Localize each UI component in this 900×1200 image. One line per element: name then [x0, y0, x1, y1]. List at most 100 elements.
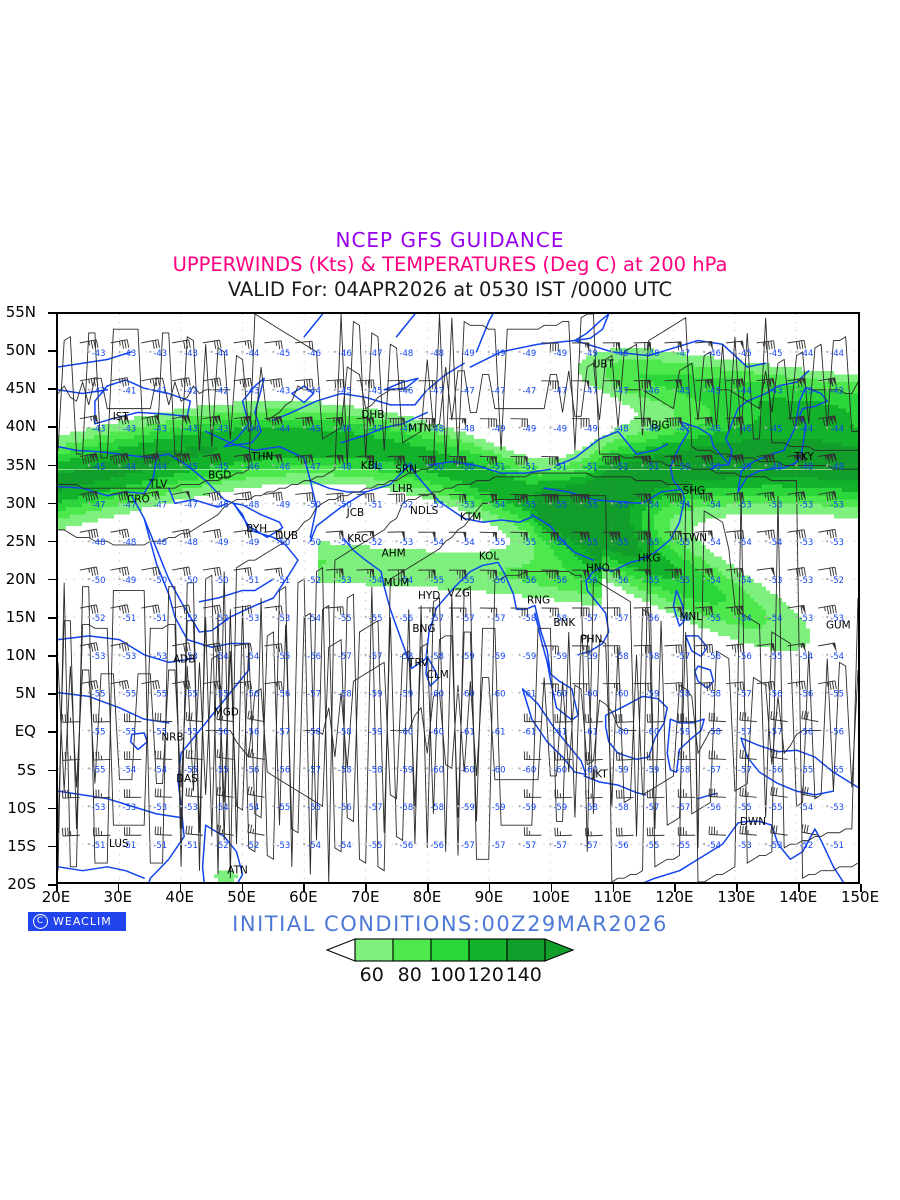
- wind-barb: [801, 786, 819, 798]
- page-title-line3: VALID For: 04APR2026 at 0530 IST /0000 U…: [227, 278, 673, 301]
- temperature-value: -54: [246, 651, 260, 661]
- wind-barb: [818, 490, 837, 502]
- temperature-value: -57: [646, 802, 660, 812]
- wind-barb: [79, 452, 99, 465]
- wind-barb: [677, 827, 696, 836]
- wind-barb: [233, 415, 252, 426]
- temperature-value: -53: [830, 613, 844, 623]
- x-axis-label: 90E: [474, 888, 504, 906]
- temperature-value: -55: [369, 613, 383, 623]
- y-axis-label: 50N: [5, 341, 36, 360]
- temperature-value: -59: [522, 651, 536, 661]
- wind-barb: [264, 529, 283, 539]
- wind-barb: [541, 683, 559, 693]
- colorbar-low-arrow: [325, 938, 356, 962]
- wind-barb: [523, 827, 542, 836]
- wind-barb: [633, 417, 652, 427]
- temperature-value: -54: [215, 651, 229, 661]
- wind-barb: [247, 824, 265, 836]
- wind-barb: [585, 714, 603, 723]
- map-canvas: -51 -51 -51 -51 -52 -52 -53 -54 -54 -55 -56 -56 -57 -…: [58, 314, 858, 882]
- station-label: KRC: [347, 533, 368, 545]
- temperature-value: -46: [338, 348, 352, 358]
- wind-barb: [479, 607, 498, 617]
- temperature-value: -59: [461, 802, 475, 812]
- temperature-value: -55: [276, 802, 290, 812]
- wind-barb: [695, 378, 713, 389]
- temperature-value: -57: [430, 613, 444, 623]
- y-axis-label: 40N: [5, 417, 36, 436]
- temperature-value: -46: [707, 424, 721, 434]
- temperature-value: -47: [399, 424, 413, 434]
- wind-barb: [787, 491, 806, 501]
- station-label: DAS: [176, 773, 198, 785]
- wind-barb: [633, 493, 652, 503]
- y-axis-label: 5S: [16, 760, 36, 779]
- wind-barb: [602, 531, 621, 541]
- temperature-value: -47: [153, 499, 167, 509]
- temperature-value: -57: [676, 651, 690, 661]
- wind-barb: [110, 490, 130, 501]
- temperature-value: -56: [615, 575, 629, 585]
- wind-barb: [787, 377, 806, 388]
- wind-barb: [202, 491, 222, 501]
- temperature-value: -44: [799, 348, 813, 358]
- wind-barb: [646, 827, 665, 837]
- wind-barb: [695, 606, 713, 616]
- coastlines-and-borders: [58, 314, 858, 882]
- station-label: HNO: [586, 562, 610, 574]
- temperature-value: -55: [584, 537, 598, 547]
- x-axis-label: 20E: [41, 888, 71, 906]
- temperature-value: -44: [830, 424, 844, 434]
- x-axis-label: 80E: [412, 888, 442, 906]
- wind-barb: [92, 751, 111, 761]
- wind-barb: [677, 751, 696, 760]
- temperature-value: -55: [799, 764, 813, 774]
- temperature-value: -43: [215, 424, 229, 434]
- wind-barb: [79, 604, 99, 614]
- temperature-value: -47: [307, 461, 321, 471]
- wind-barb: [123, 827, 142, 836]
- temperature-value: -45: [338, 386, 352, 396]
- temperature-value: -56: [738, 651, 752, 661]
- temperature-value: -49: [492, 424, 506, 434]
- wind-barb: [615, 789, 634, 799]
- map-plot-area[interactable]: -51 -51 -51 -51 -52 -52 -53 -54 -54 -55 -56 -56 -57 -…: [56, 312, 860, 884]
- wind-barb: [449, 607, 467, 617]
- temperature-value: -54: [215, 802, 229, 812]
- temperature-value: -59: [461, 651, 475, 661]
- temperature-value: -57: [553, 840, 567, 850]
- x-axis-tick: [117, 884, 120, 892]
- temperature-value: -60: [553, 689, 567, 699]
- weaclim-logo-badge[interactable]: C WEACLIM: [28, 912, 126, 931]
- wind-barb: [787, 529, 806, 539]
- x-axis-label: 70E: [350, 888, 380, 906]
- wind-barb: [264, 340, 283, 350]
- wind-barb: [602, 569, 621, 579]
- wind-barb: [725, 605, 744, 616]
- station-label: IST: [113, 411, 130, 423]
- station-label: KTM: [460, 512, 481, 524]
- temperature-value: -48: [646, 348, 660, 358]
- wind-barb: [818, 453, 837, 464]
- temperature-value: -56: [584, 575, 598, 585]
- y-axis-label: 10S: [7, 798, 36, 817]
- temperature-value: -45: [707, 386, 721, 396]
- temperature-value: -48: [769, 461, 783, 471]
- wind-barb: [633, 682, 652, 692]
- temperature-value: -45: [215, 461, 229, 471]
- temperature-value: -47: [369, 348, 383, 358]
- wind-barb: [233, 567, 253, 577]
- temperature-value: -58: [338, 689, 352, 699]
- temperature-value: -55: [92, 727, 106, 737]
- page-title-line1: NCEP GFS GUIDANCE: [335, 228, 565, 252]
- y-axis-tick: [48, 884, 56, 886]
- x-axis-tick: [550, 884, 553, 892]
- temperature-value: -55: [276, 651, 290, 661]
- wind-barb: [801, 710, 819, 723]
- wind-barb: [418, 380, 436, 389]
- wind-barb: [325, 416, 344, 427]
- wind-barb: [141, 680, 160, 690]
- colorbar-cell: [430, 938, 470, 962]
- temperature-value: -61: [522, 727, 536, 737]
